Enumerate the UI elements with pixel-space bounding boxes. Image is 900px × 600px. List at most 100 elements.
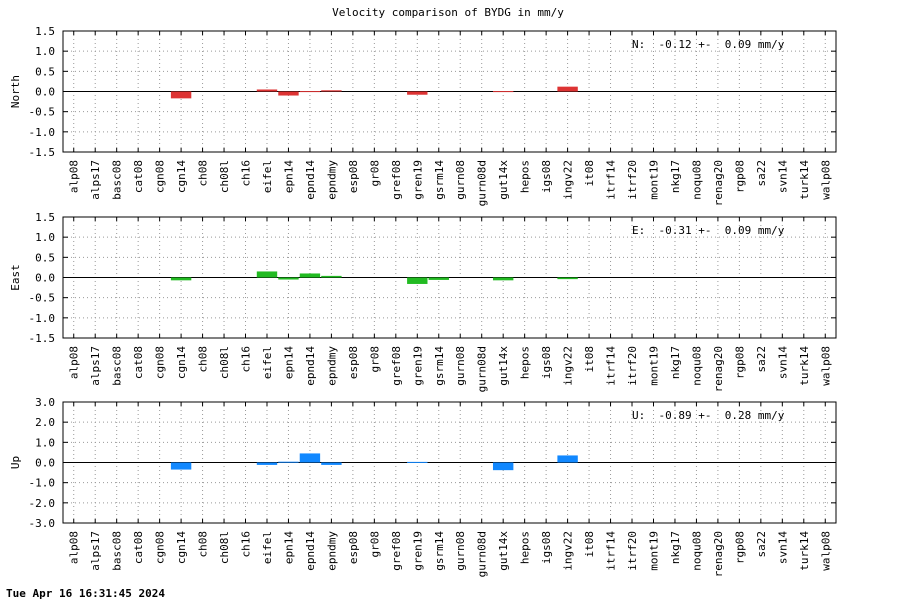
y-tick-label: 2.0: [35, 416, 55, 429]
y-axis-label: Up: [9, 456, 22, 469]
x-tick-label: ch08l: [218, 160, 231, 193]
bar-gut14x: [492, 462, 514, 471]
x-tick-label: renag20: [712, 346, 725, 392]
panel-north: 1.5 1.0 0.5 0.0 -0.5 -1.0 -1.5 North N: -0.12 +-…: [9, 25, 837, 206]
x-tick-label: epnd14: [304, 531, 317, 571]
x-tick-label: renag20: [712, 531, 725, 577]
x-tick-label: gr08: [368, 531, 381, 558]
bar-epnd14: [299, 453, 321, 463]
y-tick-label: -1.0: [29, 312, 56, 325]
x-tick-label: basc08: [111, 160, 124, 200]
x-tick-label: nkg17: [669, 160, 682, 193]
y-tick-label: 0.5: [35, 65, 55, 78]
y-tick-label: 0.0: [35, 86, 55, 99]
x-tick-label: gurn08: [454, 346, 467, 386]
x-tick-label: rgp08: [733, 160, 746, 193]
x-tick-label: epndmy: [325, 160, 338, 200]
x-tick-label: gren19: [411, 346, 424, 386]
x-tick-label: turk14: [798, 531, 811, 571]
x-tick-label: itrf14: [605, 531, 618, 571]
x-tick-label: gut14x: [497, 160, 510, 200]
x-tick-label: gut14x: [497, 531, 510, 571]
x-tick-label: it08: [583, 531, 596, 558]
x-tick-label: epndmy: [325, 531, 338, 571]
x-tick-label: epnd14: [304, 160, 317, 200]
x-tick-label: eifel: [261, 160, 274, 193]
x-tick-label: nkg17: [669, 346, 682, 379]
y-tick-label: -2.0: [29, 497, 56, 510]
plot-frame: [62, 30, 837, 153]
x-tick-label: it08: [583, 346, 596, 373]
x-tick-label: ch08: [197, 346, 210, 373]
y-tick-label: -0.5: [29, 106, 56, 119]
x-tick-label: alp08: [68, 160, 81, 193]
x-tick-label: itrf14: [605, 346, 618, 386]
x-tick-label: itrf14: [605, 160, 618, 200]
x-tick-label: gren19: [411, 531, 424, 571]
bar-cgn14: [170, 277, 192, 281]
x-tick-label: noqu08: [690, 346, 703, 386]
x-tick-label: cat08: [132, 346, 145, 379]
x-tick-label: esp08: [347, 160, 360, 193]
bar-eifel: [256, 462, 278, 465]
panel-up: 3.0 2.0 1.0 0.0 -1.0 -2.0 -3.0 Up U: -0.89 +- 0.…: [9, 396, 837, 577]
y-tick-label: -1.0: [29, 477, 56, 490]
y-tick-label: 1.5: [35, 211, 55, 224]
x-tick-label: ch16: [240, 531, 253, 558]
bar-gut14x: [492, 91, 514, 93]
y-tick-label: 1.5: [35, 25, 55, 38]
x-tick-label: mont19: [647, 346, 660, 386]
x-tick-label: gref08: [390, 160, 403, 200]
bar-gsrm14: [428, 277, 449, 280]
x-tick-label: cgn08: [154, 531, 167, 564]
x-tick-label: gsrm14: [433, 160, 446, 200]
y-tick-label: -1.5: [29, 332, 56, 345]
y-axis-label: East: [9, 264, 22, 291]
stats-annotation: E: -0.31 +- 0.09 mm/y: [632, 224, 785, 237]
x-tick-label: gref08: [390, 531, 403, 571]
x-tick-label: gut14x: [497, 346, 510, 386]
bar-eifel: [256, 271, 278, 278]
x-tick-label: basc08: [111, 531, 124, 571]
x-tick-label: svn14: [776, 160, 789, 193]
bar-epnd14: [299, 91, 321, 93]
bar-ingv22: [557, 455, 578, 463]
x-tick-label: epnd14: [304, 346, 317, 386]
x-tick-label: esp08: [347, 346, 360, 379]
x-tick-label: sa22: [755, 531, 768, 558]
x-tick-label: hepos: [519, 346, 532, 379]
x-tick-label: walp08: [819, 531, 832, 571]
x-tick-label: igs08: [540, 160, 553, 193]
x-tick-label: noqu08: [690, 531, 703, 571]
y-tick-label: 1.0: [35, 436, 55, 449]
y-tick-label: 1.0: [35, 231, 55, 244]
x-tick-label: gr08: [368, 160, 381, 187]
x-tick-label: svn14: [776, 531, 789, 564]
x-tick-label: gurn08d: [476, 160, 489, 206]
bar-cgn14: [170, 91, 192, 99]
plot-frame: [62, 216, 837, 339]
y-tick-label: 0.5: [35, 251, 55, 264]
x-tick-label: gurn08d: [476, 346, 489, 392]
x-tick-label: gr08: [368, 346, 381, 373]
x-tick-label: epndmy: [325, 346, 338, 386]
x-tick-label: walp08: [819, 346, 832, 386]
x-tick-label: cat08: [132, 531, 145, 564]
x-tick-label: cgn14: [175, 160, 188, 193]
x-tick-label: alp08: [68, 346, 81, 379]
x-tick-label: epn14: [282, 346, 295, 379]
x-tick-label: itrf20: [626, 160, 639, 200]
x-tick-label: ingv22: [562, 531, 575, 571]
x-tick-label: cgn08: [154, 346, 167, 379]
bar-gren19: [407, 461, 428, 463]
y-tick-label: -3.0: [29, 517, 56, 530]
x-tick-label: ch08: [197, 531, 210, 558]
bar-epndmy: [321, 90, 342, 92]
bar-epn14: [278, 461, 299, 463]
x-tick-label: eifel: [261, 346, 274, 379]
x-tick-label: itrf20: [626, 531, 639, 571]
bar-gren19: [407, 91, 428, 95]
y-tick-label: 0.0: [35, 272, 55, 285]
panel-east: 1.5 1.0 0.5 0.0 -0.5 -1.0 -1.5 East E: -0.31 +- …: [9, 211, 837, 392]
